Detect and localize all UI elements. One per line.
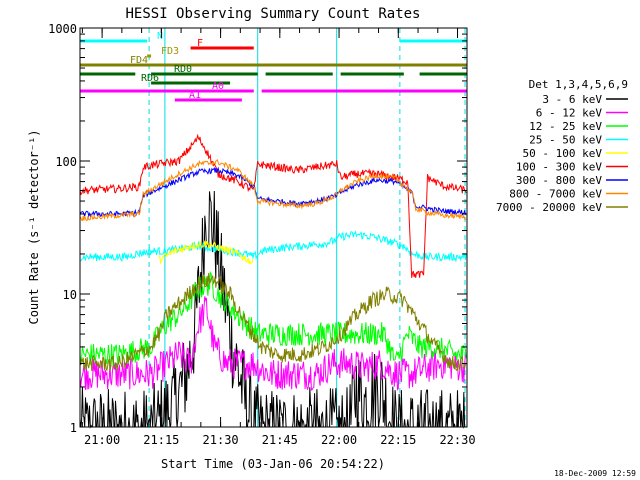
series-line-1 (79, 296, 467, 391)
flag-label-n: N (157, 31, 163, 42)
series-line-8 (79, 272, 467, 372)
timestamp-footer: 18-Dec-2009 12:59 (554, 469, 636, 478)
x-axis-label: Start Time (03-Jan-06 20:54:22) (161, 457, 385, 471)
x-tick-label: 22:00 (321, 433, 357, 447)
series-line-3 (79, 230, 467, 263)
x-tick-label: 22:15 (380, 433, 416, 447)
y-tick-label: 1 (70, 421, 77, 435)
flag-label-f: F (197, 38, 203, 49)
y-tick-label: 10 (63, 288, 77, 302)
legend-label: 100 - 300 keV (516, 161, 602, 174)
legend-label: 6 - 12 keV (536, 107, 603, 120)
x-axis: 21:00 21:15 21:30 21:45 22:00 22:15 22:30 (81, 28, 476, 447)
series-line-4 (158, 240, 254, 265)
legend-label: 300 - 800 keV (516, 174, 602, 187)
x-tick-label: 21:00 (84, 433, 120, 447)
y-axis: 1 10 100 1000 (48, 22, 467, 435)
flag-label-rd0: RD0 (174, 64, 192, 75)
flag-label-rd6: RD6 (141, 73, 159, 84)
y-tick-label: 100 (55, 155, 77, 169)
legend-label: 7000 - 20000 keV (496, 201, 602, 214)
legend-label: 12 - 25 keV (529, 120, 602, 133)
flag-bars: N F FD3 FD4 RD0 RD6 A0 A1 (80, 31, 467, 102)
plot-frame (79, 27, 468, 428)
flag-label-a1: A1 (189, 90, 201, 101)
x-tick-label: 21:30 (203, 433, 239, 447)
chart-title: HESSI Observing Summary Count Rates (125, 6, 420, 22)
legend-label: 3 - 6 keV (542, 93, 602, 106)
legend-title: Det 1,3,4,5,6,9 (529, 78, 628, 91)
legend-label: 25 - 50 keV (529, 134, 602, 147)
x-tick-label: 21:15 (143, 433, 179, 447)
y-tick-label: 1000 (48, 22, 77, 36)
flag-label-fd4: FD4 (130, 55, 148, 66)
flag-label-a0: A0 (212, 81, 224, 92)
legend-label: 800 - 7000 keV (509, 188, 602, 201)
legend-label: 50 - 100 keV (523, 147, 603, 160)
x-tick-label: 21:45 (262, 433, 298, 447)
series-line-0 (79, 190, 467, 429)
x-tick-label: 22:30 (439, 433, 475, 447)
y-axis-label: Count Rate (s⁻¹ detector⁻¹) (27, 129, 41, 324)
series-line-5 (79, 133, 467, 278)
flag-label-fd3: FD3 (161, 46, 179, 57)
series-lines (79, 133, 467, 429)
series-line-7 (79, 159, 467, 222)
series-line-2 (79, 270, 467, 367)
